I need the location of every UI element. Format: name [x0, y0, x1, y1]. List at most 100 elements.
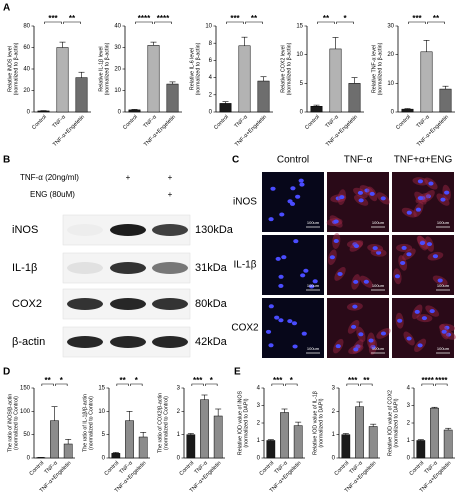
error-bar — [51, 406, 58, 421]
error-bar — [169, 81, 176, 85]
y-tick-label: 10 — [387, 81, 394, 87]
x-tick-label: TNF-α — [52, 114, 68, 130]
band — [110, 262, 146, 274]
nucleus — [440, 197, 446, 202]
scale-label: 100um — [307, 346, 320, 351]
nucleus — [292, 344, 298, 349]
y-tick-label: 10 — [205, 24, 212, 30]
nucleus — [301, 331, 307, 336]
nucleus — [300, 273, 306, 278]
column-header: Control — [277, 155, 309, 166]
band — [110, 298, 146, 310]
nucleus — [299, 182, 305, 187]
nucleus — [287, 319, 293, 324]
error-bar — [356, 401, 363, 407]
y-tick-label: 0 — [332, 456, 336, 462]
nucleus — [351, 324, 357, 329]
nucleus — [278, 283, 284, 288]
error-bar — [370, 423, 377, 427]
y-tick-label: 5 — [300, 81, 304, 87]
bar — [219, 103, 232, 113]
nucleus — [406, 252, 412, 257]
row-label: β-actin — [12, 336, 45, 348]
significance-bracket — [317, 21, 335, 24]
significance-label: ** — [323, 14, 330, 23]
treatment-sign: + — [168, 190, 173, 199]
if-image — [262, 235, 324, 295]
nucleus — [417, 196, 424, 201]
bar — [125, 420, 134, 459]
y-tick-label: 50 — [23, 432, 30, 438]
y-tick-label: 3 — [177, 386, 181, 392]
nucleus — [444, 190, 450, 195]
nucleus — [295, 194, 301, 199]
significance-bracket — [205, 383, 218, 386]
error-bar — [59, 41, 66, 48]
nucleus — [401, 245, 407, 250]
nucleus — [400, 260, 406, 265]
nucleus — [353, 347, 359, 352]
if-image — [392, 172, 454, 232]
error-bar — [150, 41, 157, 46]
y-tick-label: 10 — [98, 409, 105, 415]
y-tick-label: 2 — [257, 421, 261, 427]
nucleus — [298, 178, 304, 183]
y-axis-label: Relative IOD value of iNOS — [237, 390, 243, 455]
significance-bracket — [336, 21, 354, 24]
y-tick-label: 4 — [407, 386, 411, 392]
nucleus — [376, 250, 382, 255]
panel-letter: C — [232, 155, 239, 166]
nucleus — [353, 279, 359, 284]
y-tick-label: 40 — [23, 67, 30, 73]
error-bar — [431, 406, 438, 409]
row-label: COX2 — [12, 298, 42, 310]
y-axis-label: Relative IL-6 level — [189, 48, 195, 90]
nucleus — [353, 244, 359, 249]
bar — [293, 425, 303, 459]
significance-bracket — [63, 21, 81, 24]
x-tick-label: Control — [258, 460, 275, 477]
y-tick-label: 20 — [387, 52, 394, 58]
significance-label: *** — [348, 376, 358, 385]
significance-bracket — [285, 383, 298, 386]
nucleus — [339, 195, 345, 200]
error-bar — [332, 37, 339, 49]
band — [67, 336, 103, 348]
row-label: COX2 — [231, 323, 259, 334]
error-bar — [222, 101, 229, 104]
significance-label: **** — [435, 376, 448, 385]
bar — [401, 108, 414, 113]
nucleus — [369, 191, 375, 196]
significance-label: *** — [273, 376, 283, 385]
bar — [147, 45, 160, 113]
treatment-sign: + — [126, 173, 131, 182]
bar — [368, 426, 378, 459]
bar — [329, 48, 342, 113]
nucleus — [406, 210, 412, 215]
bar — [111, 453, 121, 459]
y-tick-label: 1 — [332, 432, 336, 438]
x-tick-label: Control — [122, 114, 139, 131]
y-axis-label: (normalized to Control) — [88, 396, 94, 450]
error-bar — [126, 411, 133, 421]
y-axis-label: Relative COX2 level — [280, 45, 286, 92]
error-bar — [78, 71, 85, 78]
y-axis-label: (normalized to DAPI) — [318, 398, 324, 447]
y-tick-label: 3 — [257, 403, 261, 409]
nucleus — [312, 279, 318, 284]
scale-label: 100um — [437, 220, 450, 225]
significance-label: *** — [193, 376, 203, 385]
bar — [341, 434, 351, 459]
nucleus — [445, 332, 452, 337]
y-tick-label: 0 — [407, 456, 411, 462]
significance-label: ** — [69, 14, 76, 23]
nucleus — [335, 344, 341, 349]
y-tick-label: 0 — [177, 456, 181, 462]
panel-letter: D — [3, 367, 10, 378]
bar — [63, 443, 73, 459]
nucleus — [290, 186, 296, 191]
error-bar — [140, 432, 147, 437]
error-bar — [112, 452, 119, 454]
nucleus — [421, 316, 428, 321]
significance-bracket — [346, 383, 359, 386]
